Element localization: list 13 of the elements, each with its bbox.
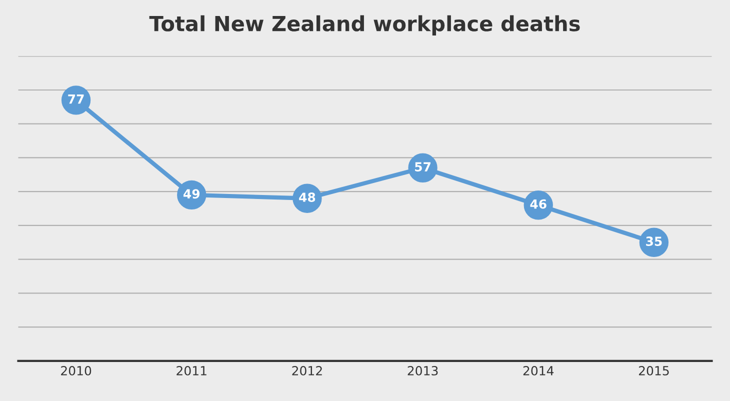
data-label: 49 [183, 189, 200, 199]
data-label: 48 [299, 192, 316, 202]
x-tick-label: 2015 [638, 366, 669, 376]
data-label: 35 [646, 236, 662, 246]
chart-title: Total New Zealand workplace deaths [149, 15, 580, 36]
x-tick-label: 2012 [292, 366, 322, 376]
data-label: 77 [68, 94, 84, 104]
x-tick-label: 2014 [523, 366, 554, 376]
data-label: 46 [530, 199, 546, 209]
x-tick-label: 2010 [61, 366, 92, 376]
x-tick-label: 2013 [408, 366, 438, 376]
x-tick-label: 2011 [176, 366, 206, 376]
data-label: 57 [415, 162, 430, 172]
